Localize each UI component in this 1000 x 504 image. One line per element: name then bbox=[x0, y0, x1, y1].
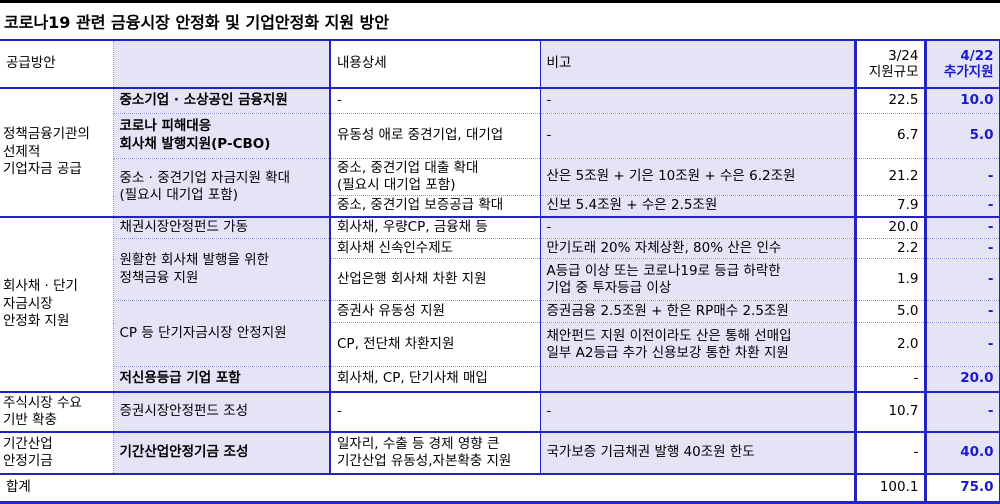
top-rule bbox=[0, 0, 1000, 3]
section-label-policy-finance: 정책금융기관의 선제적 기업자금 공급 bbox=[0, 87, 114, 218]
cell-r7-note: A등급 이상 또는 코로나19로 등급 하락한 기업 중 투자등급 이상 bbox=[539, 258, 856, 302]
table-row: 회사채 · 단기 자금시장 안정화 지원 채권시장안정펀드 가동 회사채, 우량… bbox=[0, 215, 1000, 393]
table-header-row: 공급방안 내용상세 비고 3/24 지원규모 4/22 추가지원 bbox=[0, 39, 1000, 89]
header-note: 비고 bbox=[539, 39, 856, 89]
cell-r8-amount-324: 5.0 bbox=[853, 300, 926, 324]
cell-r8-detail: 증권사 유동성 지원 bbox=[329, 300, 541, 324]
cell-r5-detail: 회사채, 우량CP, 금융채 등 bbox=[329, 215, 541, 240]
cell-r8-note: 증권금융 2.5조원 + 한은 RP매수 2.5조원 bbox=[539, 300, 856, 324]
table-row: 원활한 회사채 발행을 위한 정책금융 지원 회사채 신속인수제도 만기도래 2… bbox=[0, 238, 1000, 302]
cell-r1-detail: - bbox=[329, 87, 541, 114]
cell-r12-plan: 기간산업안정기금 조성 bbox=[112, 430, 331, 475]
cell-r5-note: - bbox=[539, 215, 856, 240]
cell-r5-amount-324: 20.0 bbox=[853, 215, 926, 240]
table-row: CP 등 단기자금시장 안정지원 증권사 유동성 지원 증권금융 2.5조원 +… bbox=[0, 300, 1000, 368]
support-plan-table: 공급방안 내용상세 비고 3/24 지원규모 4/22 추가지원 정책금융기관의… bbox=[0, 39, 1000, 504]
section-label-stock-market: 주식시장 수요 기반 확충 bbox=[0, 390, 114, 433]
page-title: 코로나19 관련 금융시장 안정화 및 기업안정화 지원 방안 bbox=[4, 13, 390, 32]
cell-r11-detail: - bbox=[329, 390, 541, 433]
table-row: 코로나 피해대응 회사채 발행지원(P-CBO) 유동성 애로 중견기업, 대기… bbox=[0, 112, 1000, 159]
cell-r7-amount-422: - bbox=[923, 258, 1000, 302]
cell-r8-amount-422: - bbox=[923, 300, 1000, 324]
cell-r6-plan: 원활한 회사채 발행을 위한 정책금융 지원 bbox=[112, 238, 331, 302]
cell-r3-amount-422: - bbox=[923, 157, 1000, 197]
cell-r2-note: - bbox=[539, 112, 856, 159]
table-row: 중소 · 중견기업 자금지원 확대 (필요시 대기업 포함) 중소, 중견기업 … bbox=[0, 157, 1000, 218]
cell-r11-amount-422: - bbox=[923, 390, 1000, 433]
cell-r5-amount-422: - bbox=[923, 215, 1000, 240]
cell-r6-amount-324: 2.2 bbox=[853, 238, 926, 260]
cell-r9-detail: CP, 전단채 차환지원 bbox=[329, 322, 541, 368]
cell-r2-amount-324: 6.7 bbox=[853, 112, 926, 159]
table-row: 저신용등급 기업 포함 회사채, CP, 단기사채 매입 - 20.0 bbox=[0, 366, 1000, 393]
cell-r2-detail: 유동성 애로 중견기업, 대기업 bbox=[329, 112, 541, 159]
cell-r9-amount-422: - bbox=[923, 322, 1000, 368]
header-detail: 내용상세 bbox=[329, 39, 541, 89]
section-label-bond-market: 회사채 · 단기 자금시장 안정화 지원 bbox=[0, 215, 114, 393]
table-row: 산업은행 회사채 차환 지원 A등급 이상 또는 코로나19로 등급 하락한 기… bbox=[0, 258, 1000, 302]
cell-r9-note: 채안펀드 지원 이전이라도 산은 통해 선매입 일부 A2등급 추가 신용보강 … bbox=[539, 322, 856, 368]
cell-r2-plan: 코로나 피해대응 회사채 발행지원(P-CBO) bbox=[112, 112, 331, 159]
cell-r3-note: 산은 5조원 + 기은 10조원 + 수은 6.2조원 bbox=[539, 157, 856, 197]
header-324-scale: 3/24 지원규모 bbox=[853, 39, 926, 89]
header-supply: 공급방안 bbox=[0, 39, 114, 89]
table-row: 주식시장 수요 기반 확충 증권시장안정펀드 조성 - - 10.7 - bbox=[0, 390, 1000, 433]
cell-r10-amount-422: 20.0 bbox=[923, 366, 1000, 393]
cell-r3-plan: 중소 · 중견기업 자금지원 확대 (필요시 대기업 포함) bbox=[112, 157, 331, 218]
cell-r6-note: 만기도래 20% 자체상환, 80% 산은 인수 bbox=[539, 238, 856, 260]
cell-r7-amount-324: 1.9 bbox=[853, 258, 926, 302]
cell-r9-amount-324: 2.0 bbox=[853, 322, 926, 368]
cell-r11-plan: 증권시장안정펀드 조성 bbox=[112, 390, 331, 433]
total-amount-422: 75.0 bbox=[923, 472, 1000, 504]
cell-r1-note: - bbox=[539, 87, 856, 114]
cell-r12-note: 국가보증 기금채권 발행 40조원 한도 bbox=[539, 430, 856, 475]
cell-r12-amount-422: 40.0 bbox=[923, 430, 1000, 475]
total-label: 합계 bbox=[0, 472, 856, 504]
table-row: 정책금융기관의 선제적 기업자금 공급 중소기업 · 소상공인 금융지원 - -… bbox=[0, 87, 1000, 218]
cell-r12-amount-324: - bbox=[853, 430, 926, 475]
cell-r6-detail: 회사채 신속인수제도 bbox=[329, 238, 541, 260]
cell-r1-amount-422: 10.0 bbox=[923, 87, 1000, 114]
cell-r10-detail: 회사채, CP, 단기사채 매입 bbox=[329, 366, 541, 393]
cell-r12-detail: 일자리, 수출 등 경제 영향 큰 기간산업 유동성,자본확충 지원 bbox=[329, 430, 541, 475]
cell-r3-amount-324: 21.2 bbox=[853, 157, 926, 197]
header-422-additional: 4/22 추가지원 bbox=[923, 39, 1000, 89]
cell-r1-plan: 중소기업 · 소상공인 금융지원 bbox=[112, 87, 331, 114]
section-label-key-industry: 기간산업 안정기금 bbox=[0, 430, 114, 475]
cell-r6-amount-422: - bbox=[923, 238, 1000, 260]
cell-r4-amount-324: 7.9 bbox=[853, 195, 926, 218]
header-supply-sub bbox=[112, 39, 331, 89]
cell-r4-amount-422: - bbox=[923, 195, 1000, 218]
cell-r7-detail: 산업은행 회사채 차환 지원 bbox=[329, 258, 541, 302]
total-row: 합계 100.1 75.0 bbox=[0, 472, 1000, 504]
cell-r10-amount-324: - bbox=[853, 366, 926, 393]
table-row: 기간산업 안정기금 기간산업안정기금 조성 일자리, 수출 등 경제 영향 큰 … bbox=[0, 430, 1000, 475]
cell-r11-amount-324: 10.7 bbox=[853, 390, 926, 433]
cell-r5-plan: 채권시장안정펀드 가동 bbox=[112, 215, 331, 240]
cell-r4-detail: 중소, 중견기업 보증공급 확대 bbox=[329, 195, 541, 218]
cell-r10-note bbox=[539, 366, 856, 393]
cell-r10-plan: 저신용등급 기업 포함 bbox=[112, 366, 331, 393]
cell-r2-amount-422: 5.0 bbox=[923, 112, 1000, 159]
cell-r1-amount-324: 22.5 bbox=[853, 87, 926, 114]
cell-r8-plan: CP 등 단기자금시장 안정지원 bbox=[112, 300, 331, 368]
cell-r3-detail: 중소, 중견기업 대출 확대 (필요시 대기업 포함) bbox=[329, 157, 541, 197]
total-amount-324: 100.1 bbox=[853, 472, 926, 504]
cell-r11-note: - bbox=[539, 390, 856, 433]
cell-r4-note: 신보 5.4조원 + 수은 2.5조원 bbox=[539, 195, 856, 218]
